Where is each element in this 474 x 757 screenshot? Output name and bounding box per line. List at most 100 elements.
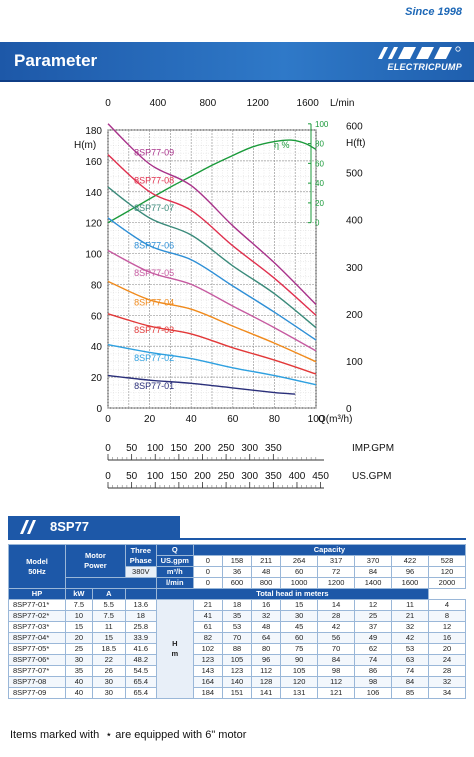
col-motor-power-header: Motor Power (65, 544, 126, 578)
amp-cell: 18 (124, 610, 157, 622)
series-line (107, 344, 317, 386)
head-cell: 12 (354, 599, 393, 611)
head-cell: 123 (221, 665, 253, 677)
head-cell: 30 (280, 610, 319, 622)
table-row: 8SP77-05* 25 18.5 41.6 102 88 80 75 70 62 53 20 (8, 643, 467, 655)
x-tick-label: 0 (105, 414, 111, 425)
head-cell: 28 (317, 610, 356, 622)
series-label: 8SP77-06 (134, 240, 174, 250)
capacity-lmin-cell: 0 (192, 577, 223, 589)
unit-hp: HP (8, 588, 66, 600)
head-cell: 32 (391, 621, 429, 633)
hp-cell: 7.5 (65, 599, 93, 611)
amp-cell: 65.4 (124, 676, 157, 688)
model-cell: 8SP77-01* (8, 599, 66, 611)
kw-cell: 30 (91, 687, 126, 699)
head-cell: 4 (427, 599, 467, 611)
efficiency-tick-label: 40 (315, 179, 324, 188)
head-cell: 123 (192, 654, 223, 666)
right-tick-label: 400 (346, 216, 363, 227)
head-cell: 56 (317, 632, 356, 644)
table-row: 8SP77-08 40 30 65.4 164 140 128 120 112 98 84 32 (8, 676, 467, 688)
imp-axis-tick-label: 300 (241, 443, 258, 454)
stripes-icon (20, 520, 36, 534)
capacity-lmin-cell: 600 (221, 577, 253, 589)
x-axis-label: Q(m³/h) (318, 414, 352, 425)
head-cell: 84 (317, 654, 356, 666)
right-axis-unit: H(ft) (346, 138, 365, 149)
head-cell: 53 (221, 621, 253, 633)
series-line (107, 313, 317, 375)
head-cell: 64 (251, 632, 282, 644)
head-cell: 42 (317, 621, 356, 633)
us-axis-tick-label: 150 (171, 471, 188, 482)
kw-cell: 5.5 (91, 599, 126, 611)
amp-cell: 48.2 (124, 654, 157, 666)
unit-380v: 380V (124, 566, 157, 578)
top-axis-unit: L/min (330, 98, 354, 109)
kw-cell: 30 (91, 676, 126, 688)
model-cell: 8SP77-09 (8, 687, 66, 699)
head-cell: 184 (192, 687, 223, 699)
table-row: 8SP77-06* 30 22 48.2 123 105 96 90 84 74 63 24 (8, 654, 467, 666)
right-tick-label: 500 (346, 169, 363, 180)
head-cell: 140 (221, 676, 253, 688)
amp-cell: 54.5 (124, 665, 157, 677)
unit-usgpm: US.gpm (155, 555, 194, 567)
series-label: 8SP77-05 (134, 268, 174, 278)
brand-mark-icon (378, 46, 461, 59)
capacity-usgpm-cell: 211 (251, 555, 282, 567)
head-cell: 82 (192, 632, 223, 644)
head-cell: 63 (391, 654, 429, 666)
head-cell: 34 (427, 687, 467, 699)
y-tick-label: 0 (96, 404, 102, 415)
right-tick-label: 300 (346, 263, 363, 274)
y-tick-label: 80 (91, 280, 103, 291)
us-axis-tick-label: 350 (265, 471, 282, 482)
series-line (107, 280, 317, 363)
capacity-lmin-cell: 1600 (391, 577, 429, 589)
head-cell: 98 (317, 665, 356, 677)
capacity-usgpm-cell: 528 (427, 555, 467, 567)
brand-logo: ELECTRICPUMP (376, 46, 462, 76)
us-axis-tick-label: 100 (147, 471, 164, 482)
head-cell: 90 (280, 654, 319, 666)
head-cell: 98 (354, 676, 393, 688)
y-tick-label: 40 (91, 342, 103, 353)
head-cell: 141 (251, 687, 282, 699)
series-line (107, 154, 317, 316)
motor-units-fill (65, 577, 157, 589)
head-cell: 12 (427, 621, 467, 633)
head-cell: 151 (221, 687, 253, 699)
head-cell: 131 (280, 687, 319, 699)
head-cell: 53 (391, 643, 429, 655)
head-cell: 15 (280, 599, 319, 611)
head-cell: 14 (317, 599, 356, 611)
head-cell: 105 (221, 654, 253, 666)
capacity-usgpm-cell: 0 (192, 555, 223, 567)
series-line (107, 217, 317, 341)
capacity-usgpm-cell: 317 (317, 555, 356, 567)
us-axis-tick-label: 0 (105, 471, 111, 482)
y-tick-label: 120 (85, 219, 102, 230)
hp-cell: 25 (65, 643, 93, 655)
capacity-m3h-cell: 0 (192, 566, 223, 578)
head-cell: 21 (192, 599, 223, 611)
spec-table: Model 50Hz Motor Power Three Phase Q Capaci… (8, 544, 467, 699)
series-line (107, 249, 317, 352)
head-cell: 20 (427, 643, 467, 655)
efficiency-tick-label: 60 (315, 159, 324, 168)
x-tick-label: 60 (227, 414, 239, 425)
head-cell: 75 (280, 643, 319, 655)
series-line (107, 374, 296, 395)
hp-cell: 35 (65, 665, 93, 677)
capacity-m3h-cell: 36 (221, 566, 253, 578)
head-cell: 74 (354, 654, 393, 666)
y-tick-label: 60 (91, 311, 103, 322)
imp-axis-tick-label: 350 (265, 443, 282, 454)
head-cell: 128 (251, 676, 282, 688)
series-line (107, 186, 317, 329)
pump-curve-chart: 0 20 40 60 80 100 120 140 160 180 H(m) 0 20 40 60 80 100… (74, 98, 394, 489)
head-cell: 42 (391, 632, 429, 644)
y-tick-label: 160 (85, 157, 102, 168)
